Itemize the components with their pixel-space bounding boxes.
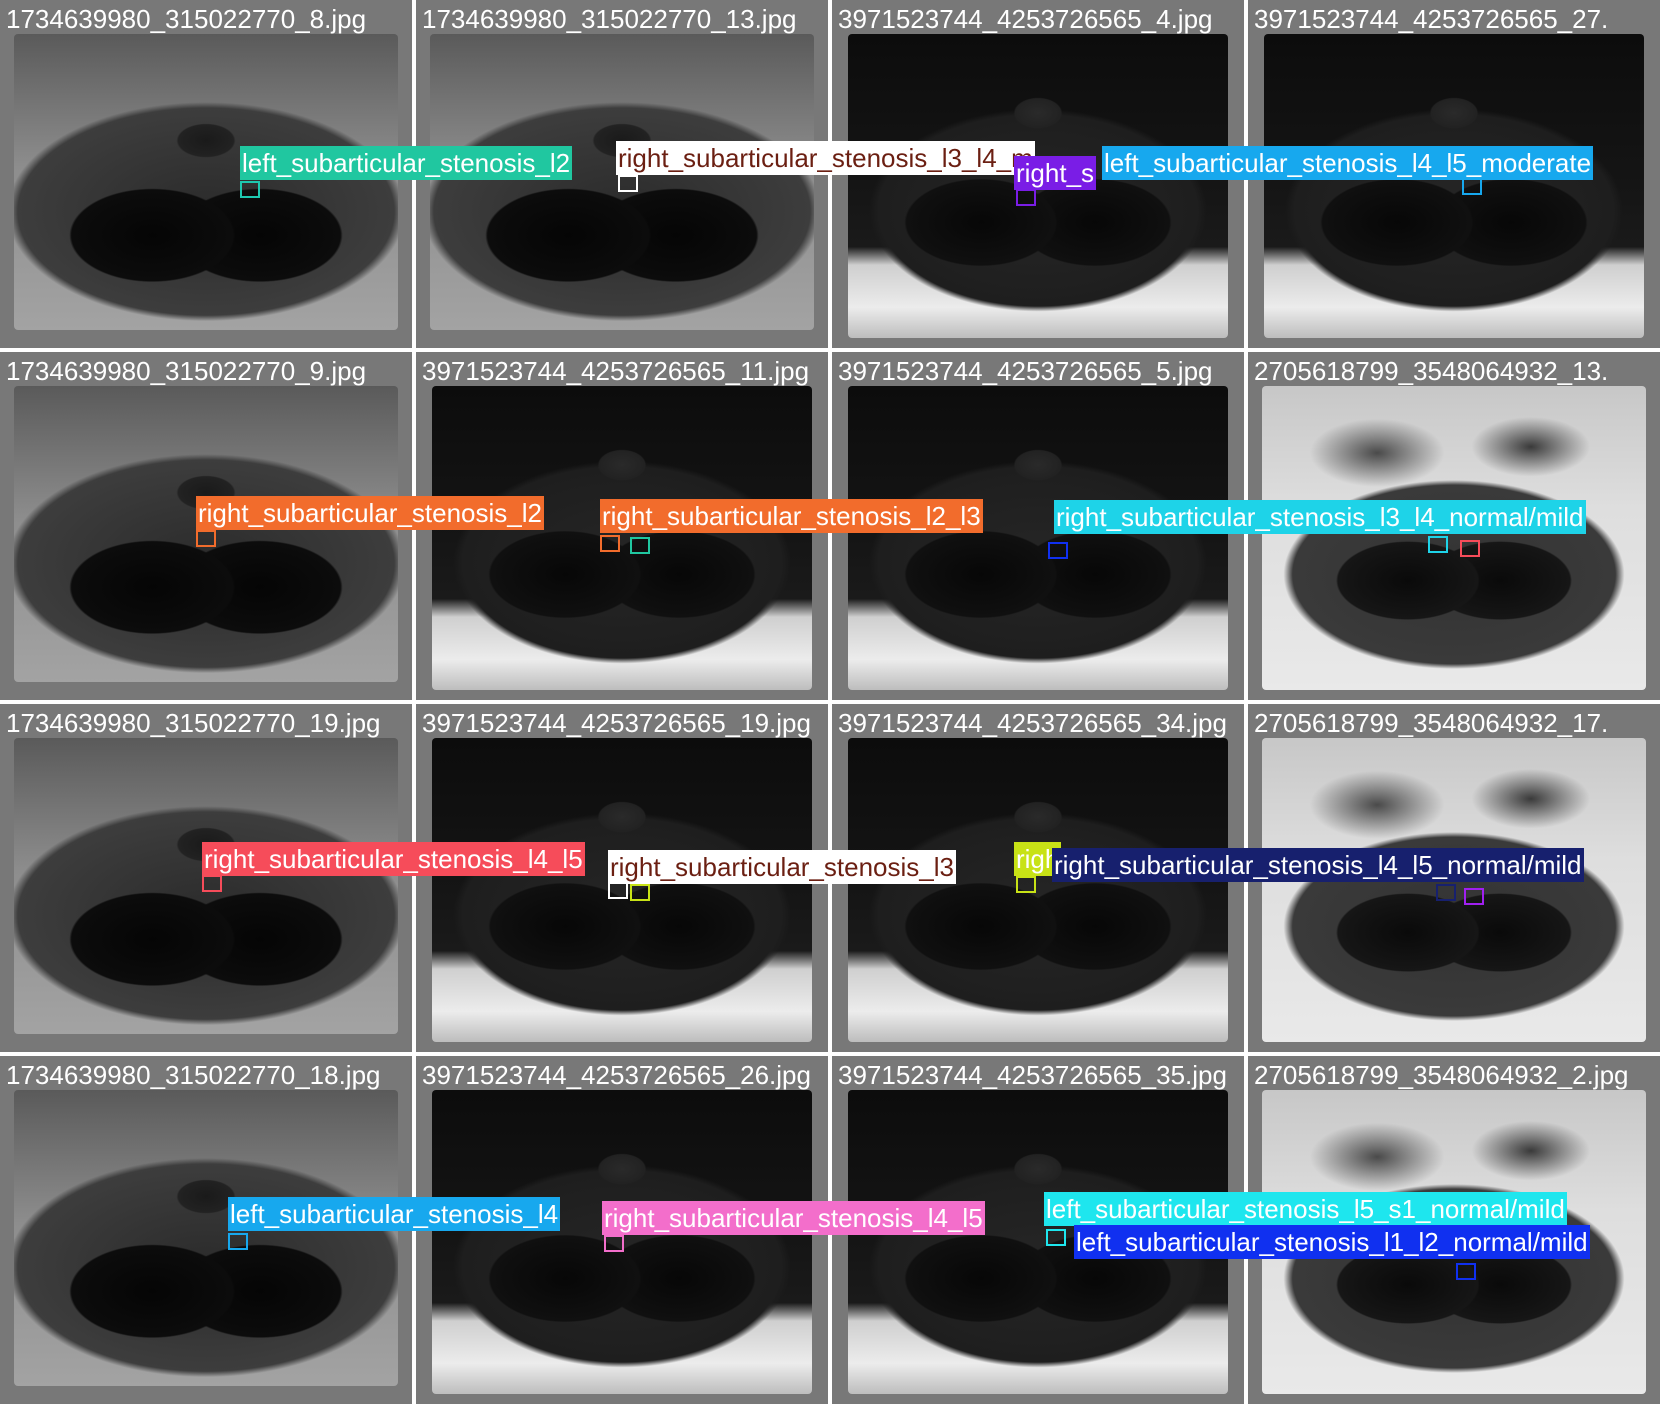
mri-slice-image — [430, 34, 814, 330]
bounding-box — [1428, 536, 1448, 553]
mri-slice-image — [848, 386, 1228, 690]
tile-filename: 3971523744_4253726565_26.jpg — [422, 1060, 811, 1090]
detection-label: right_subarticular_stenosis_l3 — [608, 850, 956, 884]
tile-filename: 3971523744_4253726565_11.jpg — [422, 356, 810, 386]
bounding-box — [1048, 542, 1068, 559]
detection-label: right_subarticular_stenosis_l3_l4_m — [616, 141, 1035, 175]
mri-slice-image — [432, 386, 812, 690]
bounding-box — [608, 882, 628, 899]
tile-filename: 3971523744_4253726565_35.jpg — [838, 1060, 1227, 1090]
bounding-box — [630, 537, 650, 554]
mri-tile[interactable]: 2705618799_3548064932_13. — [1248, 352, 1660, 700]
detection-label: right_subarticular_stenosis_l4_l5 — [602, 1201, 985, 1235]
bounding-box — [1016, 189, 1036, 206]
detection-label: right_subarticular_stenosis_l4_l5 — [202, 842, 585, 876]
mri-slice-image — [432, 738, 812, 1042]
bounding-box — [618, 175, 638, 192]
detection-label: left_subarticular_stenosis_l2 — [240, 146, 573, 180]
tile-filename: 3971523744_4253726565_4.jpg — [838, 4, 1213, 34]
detection-label: left_subarticular_stenosis_l1_l2_normal/… — [1074, 1225, 1590, 1259]
tile-filename: 1734639980_315022770_8.jpg — [6, 4, 367, 34]
tile-filename: 2705618799_3548064932_2.jpg — [1254, 1060, 1629, 1090]
tile-filename: 1734639980_315022770_19.jpg — [6, 708, 381, 738]
mri-slice-image — [14, 386, 398, 682]
bounding-box — [1046, 1229, 1066, 1246]
tile-filename: 2705618799_3548064932_13. — [1254, 356, 1609, 386]
detection-label: left_subarticular_stenosis_l4 — [228, 1197, 561, 1231]
mri-slice-image — [14, 34, 398, 330]
mri-slice-image — [1264, 34, 1644, 338]
mri-slice-image — [14, 1090, 398, 1386]
tile-filename: 1734639980_315022770_18.jpg — [6, 1060, 381, 1090]
detection-label: right_subarticular_stenosis_l2_l3 — [600, 499, 983, 533]
tile-filename: 1734639980_315022770_9.jpg — [6, 356, 367, 386]
bounding-box — [228, 1233, 248, 1250]
mri-tile[interactable]: 1734639980_315022770_13.jpg — [416, 0, 828, 348]
detection-label: right_subarticular_stenosis_l4_l5_normal… — [1052, 848, 1584, 882]
detection-label: left_subarticular_stenosis_l4_l5_moderat… — [1102, 146, 1594, 180]
detection-label: right_subarticular_stenosis_l2 — [196, 496, 544, 530]
tile-filename: 1734639980_315022770_13.jpg — [422, 4, 797, 34]
bounding-box — [1462, 178, 1482, 195]
detection-label: right_subarticular_stenosis_l3_l4_normal… — [1054, 500, 1586, 534]
tile-filename: 3971523744_4253726565_5.jpg — [838, 356, 1213, 386]
bounding-box — [1464, 888, 1484, 905]
mri-slice-image — [1262, 386, 1646, 690]
bounding-box — [604, 1235, 624, 1252]
bounding-box — [1436, 884, 1456, 901]
bounding-box — [1456, 1263, 1476, 1280]
tile-filename: 3971523744_4253726565_19.jpg — [422, 708, 811, 738]
detection-label: left_subarticular_stenosis_l5_s1_normal/… — [1044, 1192, 1567, 1226]
bounding-box — [240, 181, 260, 198]
mri-tile[interactable]: 1734639980_315022770_19.jpg — [0, 704, 412, 1052]
tile-filename: 2705618799_3548064932_17. — [1254, 708, 1609, 738]
bounding-box — [196, 530, 216, 547]
detection-label: right_s — [1014, 156, 1097, 190]
mri-slice-image — [14, 738, 398, 1034]
mri-tile[interactable]: 1734639980_315022770_18.jpg — [0, 1056, 412, 1404]
tile-filename: 3971523744_4253726565_27. — [1254, 4, 1609, 34]
bounding-box — [600, 535, 620, 552]
mri-slice-image — [848, 738, 1228, 1042]
tile-filename: 3971523744_4253726565_34.jpg — [838, 708, 1227, 738]
bounding-box — [630, 884, 650, 901]
bounding-box — [1460, 540, 1480, 557]
bounding-box — [202, 875, 222, 892]
bounding-box — [1016, 876, 1036, 893]
